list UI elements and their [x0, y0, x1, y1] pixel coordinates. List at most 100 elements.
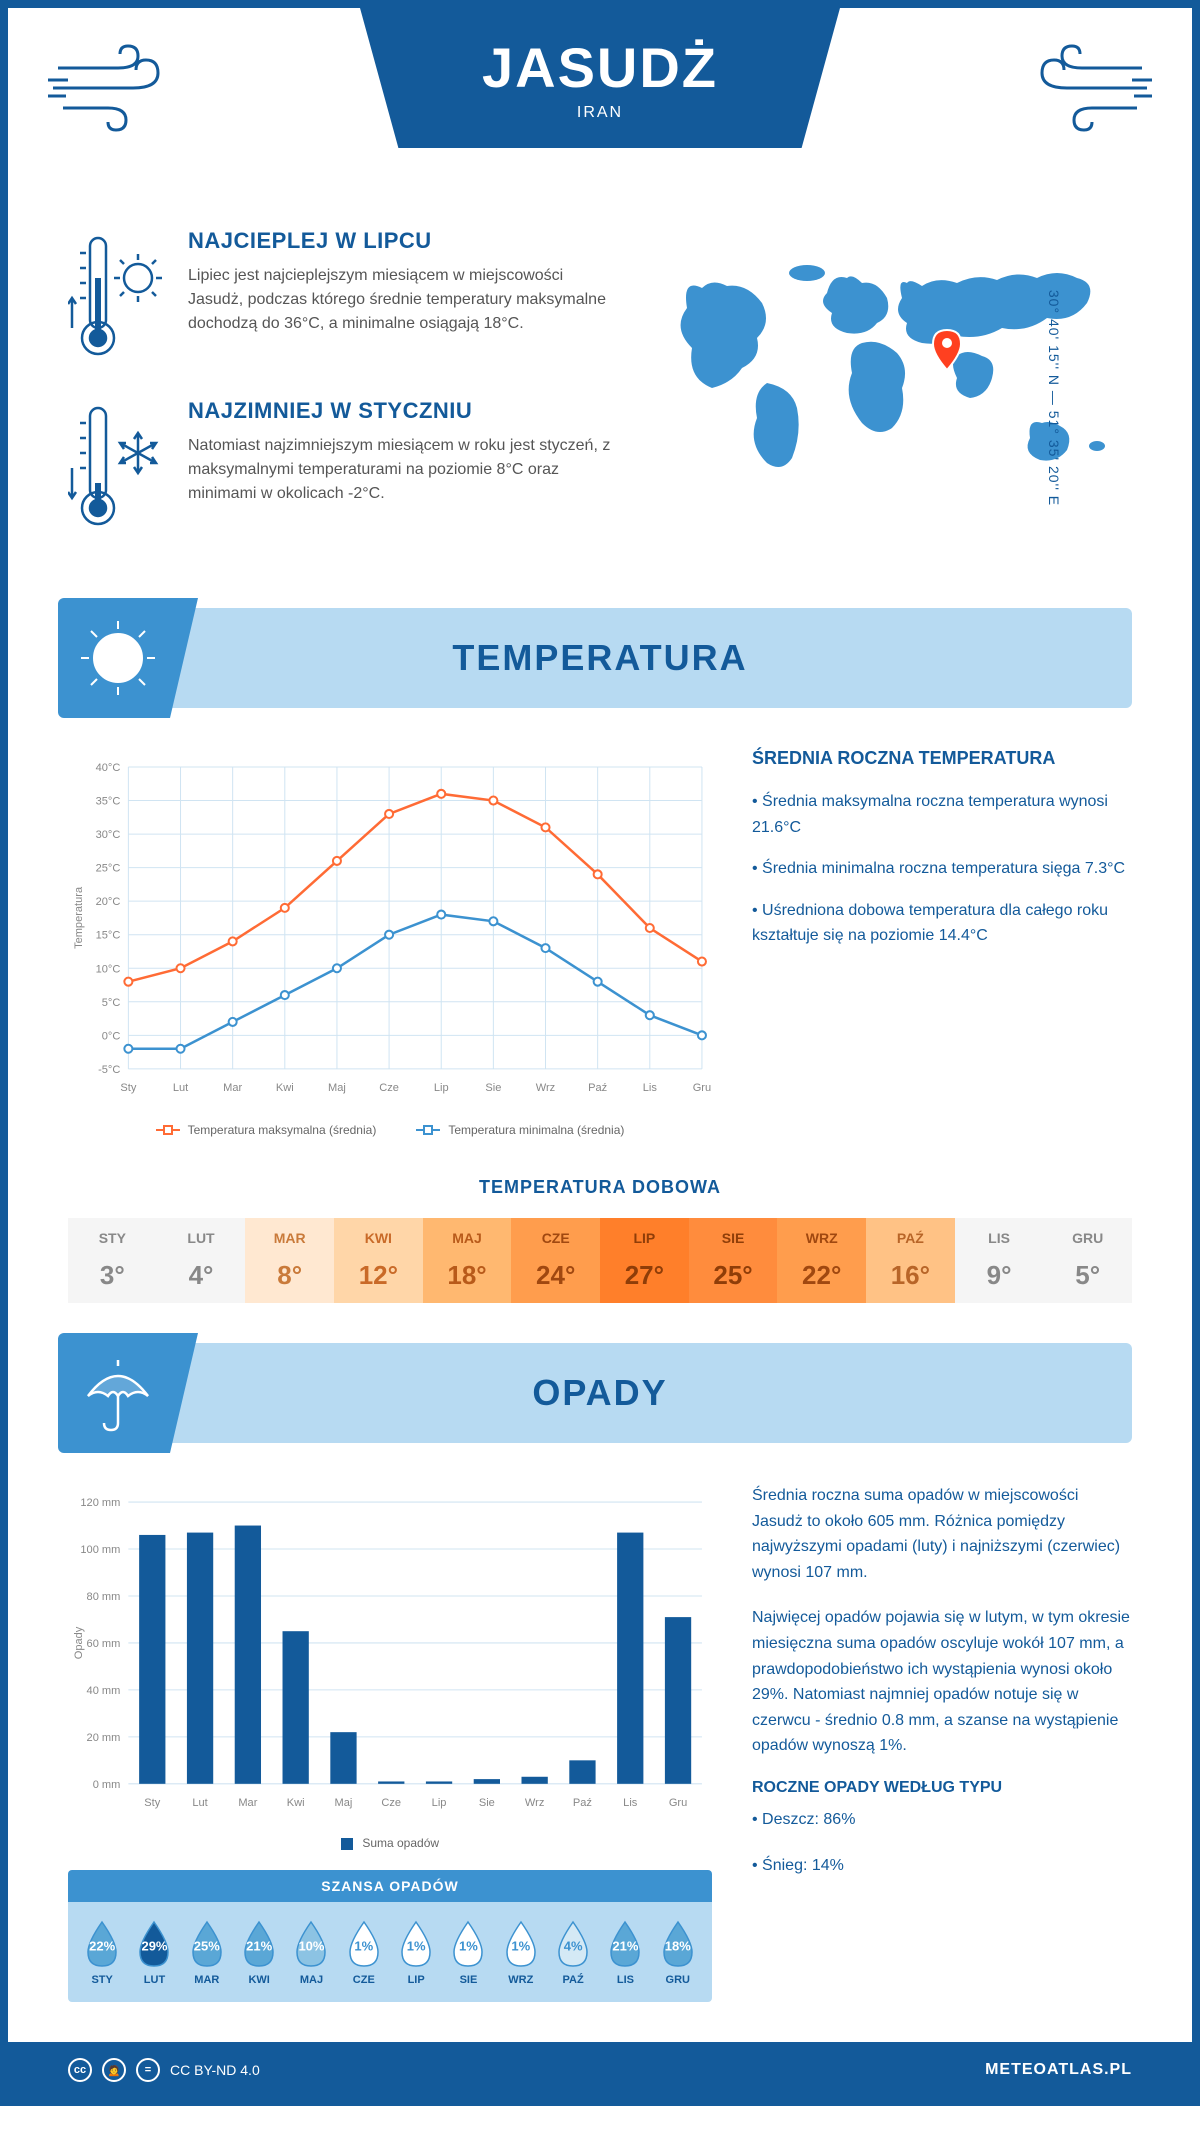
- svg-text:Sie: Sie: [485, 1082, 501, 1094]
- svg-text:Lis: Lis: [623, 1797, 638, 1809]
- daily-cell: LIS 9°: [955, 1218, 1044, 1303]
- svg-text:60 mm: 60 mm: [87, 1638, 121, 1650]
- coldest-block: NAJZIMNIEJ W STYCZNIU Natomiast najzimni…: [68, 398, 612, 538]
- precipitation-bar-chart: 0 mm 20 mm 40 mm 60 mm 80 mm 100 mm 120 mm Sty L…: [68, 1483, 712, 1850]
- svg-text:5°C: 5°C: [102, 997, 121, 1009]
- svg-text:Lut: Lut: [192, 1797, 207, 1809]
- temperature-summary: ŚREDNIA ROCZNA TEMPERATURA • Średnia mak…: [752, 748, 1132, 1137]
- wind-icon: [48, 38, 188, 138]
- hottest-title: NAJCIEPLEJ W LIPCU: [188, 228, 612, 254]
- coldest-title: NAJZIMNIEJ W STYCZNIU: [188, 398, 612, 424]
- chance-cell: 22% STY: [76, 1918, 128, 1986]
- svg-text:Wrz: Wrz: [536, 1082, 555, 1094]
- coldest-text: Natomiast najzimniejszym miesiącem w rok…: [188, 434, 612, 506]
- chance-cell: 25% MAR: [181, 1918, 233, 1986]
- svg-text:Paź: Paź: [573, 1797, 592, 1809]
- site-name: METEOATLAS.PL: [985, 2061, 1132, 2079]
- chance-cell: 1% LIP: [390, 1918, 442, 1986]
- sun-icon: [58, 598, 198, 718]
- svg-text:Paź: Paź: [588, 1082, 607, 1094]
- svg-text:Kwi: Kwi: [287, 1797, 305, 1809]
- section-title: TEMPERATURA: [68, 637, 1132, 679]
- daily-temperature-strip: TEMPERATURA DOBOWA STY 3° LUT 4° MAR 8° …: [8, 1177, 1192, 1343]
- thermometer-cold-icon: [68, 398, 168, 538]
- umbrella-icon: [58, 1333, 198, 1453]
- precipitation-summary: Średnia roczna suma opadów w miejscowośc…: [752, 1483, 1132, 2002]
- section-precipitation-banner: OPADY: [68, 1343, 1132, 1443]
- chance-cell: 10% MAJ: [285, 1918, 337, 1986]
- svg-text:0°C: 0°C: [102, 1030, 121, 1042]
- svg-text:Mar: Mar: [223, 1082, 242, 1094]
- nd-icon: =: [136, 2058, 160, 2082]
- footer: cc 🙍 = CC BY-ND 4.0 METEOATLAS.PL: [8, 2042, 1192, 2098]
- svg-text:-5°C: -5°C: [98, 1064, 120, 1076]
- daily-cell: CZE 24°: [511, 1218, 600, 1303]
- bar-legend: Suma opadów: [68, 1836, 712, 1850]
- chance-cell: 1% CZE: [338, 1918, 390, 1986]
- svg-text:40 mm: 40 mm: [87, 1685, 121, 1697]
- by-icon: 🙍: [102, 2058, 126, 2082]
- chance-cell: 4% PAŹ: [547, 1918, 599, 1986]
- page-title: JASUDŻ: [482, 35, 718, 100]
- svg-text:Lut: Lut: [173, 1082, 188, 1094]
- hottest-block: NAJCIEPLEJ W LIPCU Lipiec jest najcieple…: [68, 228, 612, 368]
- svg-text:10°C: 10°C: [96, 963, 121, 975]
- chance-cell: 1% WRZ: [495, 1918, 547, 1986]
- cc-icon: cc: [68, 2058, 92, 2082]
- svg-text:Lip: Lip: [432, 1797, 447, 1809]
- svg-text:40°C: 40°C: [96, 762, 121, 774]
- title-banner: JASUDŻ IRAN: [360, 8, 840, 148]
- chance-cell: 29% LUT: [128, 1918, 180, 1986]
- svg-text:Sty: Sty: [144, 1797, 160, 1809]
- svg-text:Cze: Cze: [381, 1797, 401, 1809]
- svg-text:100 mm: 100 mm: [80, 1544, 120, 1556]
- svg-text:Mar: Mar: [238, 1797, 257, 1809]
- svg-text:Sty: Sty: [120, 1082, 136, 1094]
- chance-cell: 21% LIS: [599, 1918, 651, 1986]
- temperature-line-chart: -5°C 0°C 5°C 10°C 15°C 20°C 25°C 30°C 35°C 40°C St…: [68, 748, 712, 1137]
- svg-text:Temperatura: Temperatura: [73, 886, 85, 949]
- svg-text:120 mm: 120 mm: [80, 1497, 120, 1509]
- svg-text:Lis: Lis: [643, 1082, 658, 1094]
- daily-cell: WRZ 22°: [777, 1218, 866, 1303]
- intro-section: NAJCIEPLEJ W LIPCU Lipiec jest najcieple…: [8, 208, 1192, 608]
- daily-cell: LUT 4°: [157, 1218, 246, 1303]
- header: JASUDŻ IRAN: [8, 8, 1192, 208]
- daily-cell: GRU 5°: [1043, 1218, 1132, 1303]
- svg-text:35°C: 35°C: [96, 796, 121, 808]
- license-text: CC BY-ND 4.0: [170, 2062, 260, 2078]
- svg-text:Sie: Sie: [479, 1797, 495, 1809]
- svg-text:20°C: 20°C: [96, 896, 121, 908]
- chance-cell: 18% GRU: [652, 1918, 704, 1986]
- svg-text:Lip: Lip: [434, 1082, 449, 1094]
- wind-icon: [1012, 38, 1152, 138]
- svg-text:Maj: Maj: [335, 1797, 353, 1809]
- svg-text:Kwi: Kwi: [276, 1082, 294, 1094]
- legend-max: Temperatura maksymalna (średnia): [156, 1123, 377, 1137]
- svg-text:30°C: 30°C: [96, 829, 121, 841]
- svg-text:Opady: Opady: [73, 1626, 85, 1659]
- chance-cell: 1% SIE: [442, 1918, 494, 1986]
- svg-text:Gru: Gru: [669, 1797, 687, 1809]
- svg-text:Wrz: Wrz: [525, 1797, 544, 1809]
- svg-text:Maj: Maj: [328, 1082, 346, 1094]
- daily-cell: SIE 25°: [689, 1218, 778, 1303]
- chance-cell: 21% KWI: [233, 1918, 285, 1986]
- legend-min: Temperatura minimalna (średnia): [416, 1123, 624, 1137]
- svg-text:Gru: Gru: [693, 1082, 711, 1094]
- section-temperature-banner: TEMPERATURA: [68, 608, 1132, 708]
- daily-cell: MAR 8°: [245, 1218, 334, 1303]
- svg-text:80 mm: 80 mm: [87, 1591, 121, 1603]
- svg-text:15°C: 15°C: [96, 930, 121, 942]
- coordinates: 30° 40' 15'' N — 51° 35' 20'' E: [1046, 290, 1062, 506]
- svg-text:20 mm: 20 mm: [87, 1732, 121, 1744]
- svg-text:0 mm: 0 mm: [93, 1779, 121, 1791]
- section-title: OPADY: [68, 1372, 1132, 1414]
- daily-cell: KWI 12°: [334, 1218, 423, 1303]
- daily-cell: MAJ 18°: [423, 1218, 512, 1303]
- page-subtitle: IRAN: [577, 104, 623, 122]
- svg-text:25°C: 25°C: [96, 863, 121, 875]
- thermometer-hot-icon: [68, 228, 168, 368]
- daily-cell: LIP 27°: [600, 1218, 689, 1303]
- hottest-text: Lipiec jest najcieplejszym miesiącem w m…: [188, 264, 612, 336]
